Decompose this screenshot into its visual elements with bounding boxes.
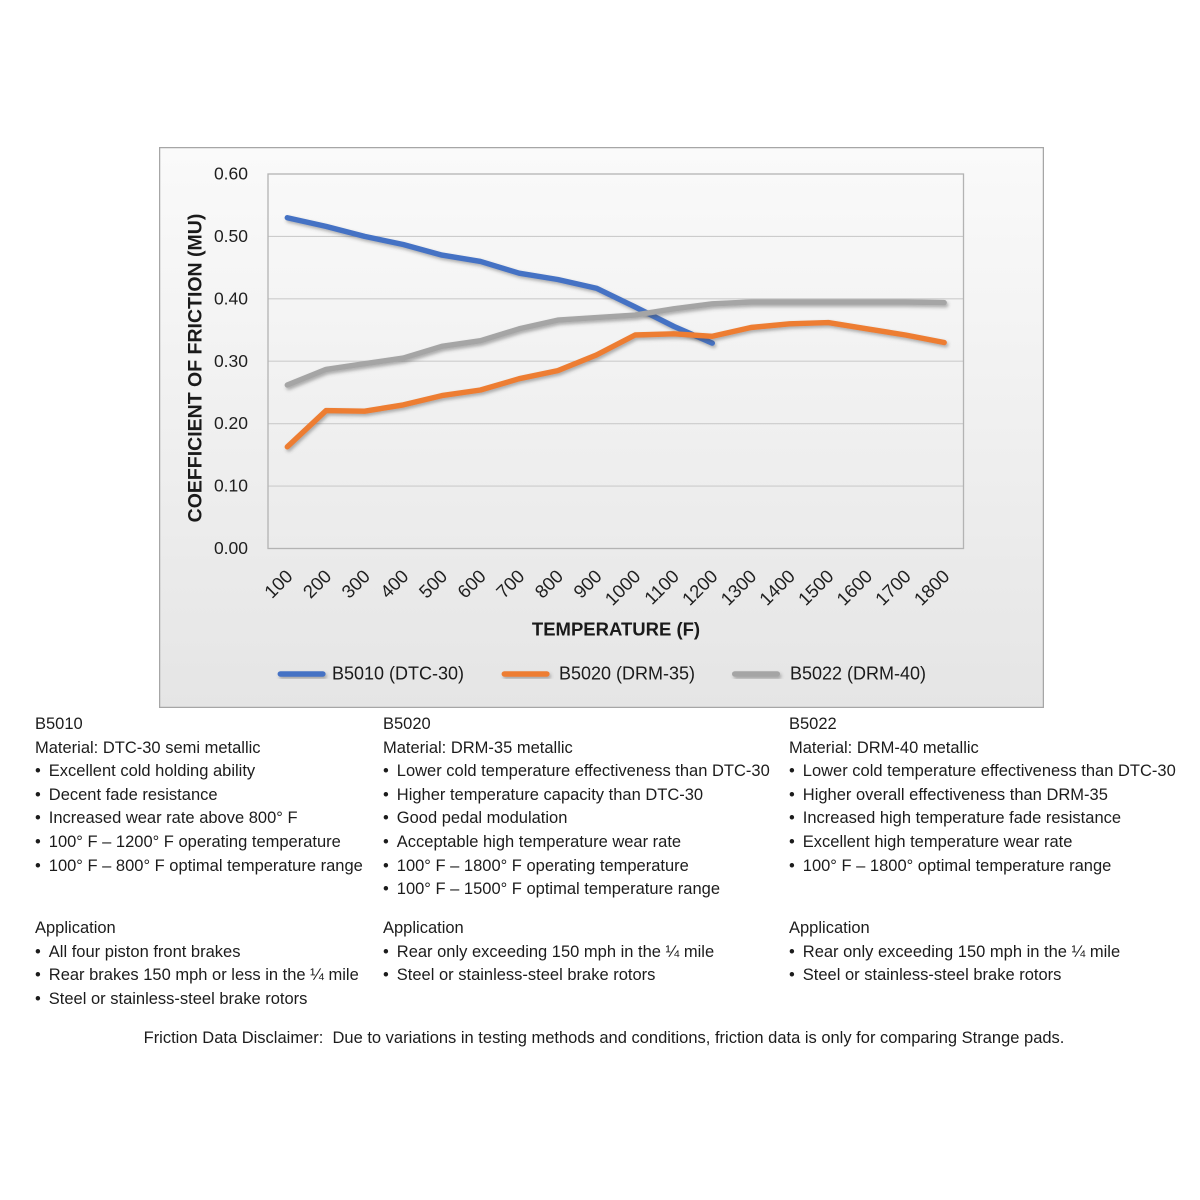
svg-text:0.60: 0.60 <box>214 164 248 184</box>
svg-text:0.20: 0.20 <box>214 413 248 433</box>
svg-text:0.50: 0.50 <box>214 226 248 246</box>
svg-text:0.40: 0.40 <box>214 288 248 308</box>
svg-text:B5020 (DRM-35): B5020 (DRM-35) <box>559 664 695 684</box>
svg-text:B5010 (DTC-30): B5010 (DTC-30) <box>332 664 464 684</box>
svg-text:B5022 (DRM-40): B5022 (DRM-40) <box>790 664 926 684</box>
svg-text:0.10: 0.10 <box>214 476 248 496</box>
svg-text:COEFFICIENT OF FRICTION (MU): COEFFICIENT OF FRICTION (MU) <box>185 214 207 523</box>
svg-text:0.00: 0.00 <box>214 538 248 558</box>
svg-text:0.30: 0.30 <box>214 351 248 371</box>
svg-text:TEMPERATURE (F): TEMPERATURE (F) <box>532 619 700 640</box>
